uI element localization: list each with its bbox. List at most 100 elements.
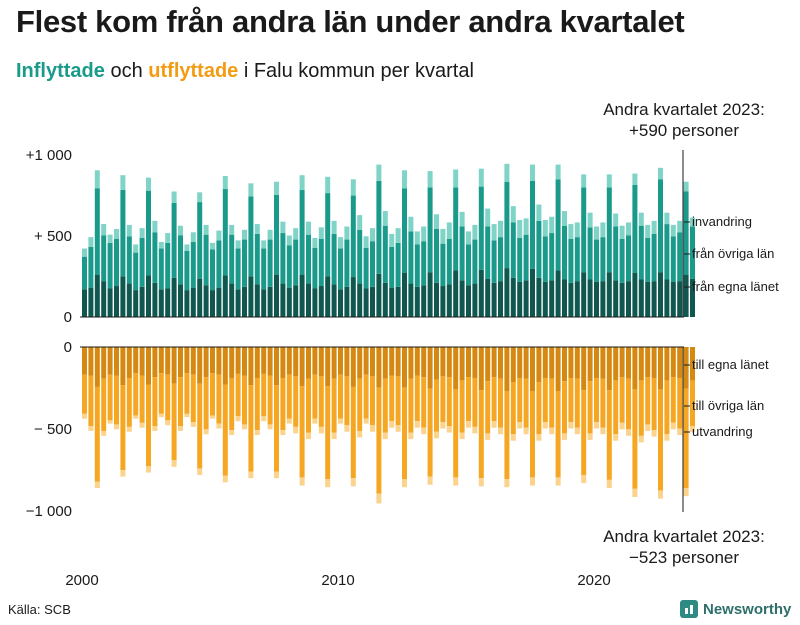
bar-in-segment [549, 233, 555, 281]
bar-in-segment [88, 287, 94, 317]
bar-in-segment [344, 226, 350, 240]
bar-in-segment [542, 236, 548, 282]
bar-in-segment [139, 228, 145, 238]
bar-out-segment [504, 479, 510, 488]
subtitle-och: och [110, 60, 143, 82]
bar-in-segment [562, 279, 567, 317]
bar-in-segment [165, 233, 171, 243]
bar-in-segment [542, 281, 548, 317]
bar-in-segment [485, 226, 491, 279]
bar-in-segment [120, 175, 126, 190]
bar-in-segment [286, 245, 292, 288]
bar-in-segment [472, 239, 478, 284]
bar-out-segment [542, 421, 548, 429]
bar-out-segment [178, 347, 183, 378]
bar-in-segment [504, 163, 510, 182]
bar-out-segment [619, 422, 625, 430]
bar-out-segment [453, 347, 459, 390]
subtitle-rest: i Falu kommun per kvartal [243, 60, 474, 82]
x-tick-2000: 2000 [65, 572, 98, 589]
bar-out-segment [581, 347, 587, 391]
bar-out-segment [523, 427, 529, 435]
bar-in-segment [248, 183, 254, 197]
bar-in-segment [325, 193, 331, 277]
bar-in-segment [626, 222, 631, 236]
bar-in-segment [158, 248, 164, 290]
bar-out-segment [427, 388, 433, 477]
bar-in-segment [498, 220, 503, 238]
bar-out-segment [88, 375, 94, 427]
layer-label-utvandring: utvandring [692, 424, 753, 439]
bar-out-segment [459, 380, 465, 433]
layer-label-fran-ovriga-lan: från övriga län [692, 246, 774, 261]
bar-in-segment [267, 229, 273, 240]
bar-in-segment [478, 168, 484, 187]
bar-out-segment [203, 347, 209, 378]
bar-in-segment [184, 250, 190, 291]
bar-in-segment [107, 234, 113, 243]
bar-out-segment [664, 380, 670, 435]
brand-name: Newsworthy [703, 600, 792, 618]
bar-in-segment [414, 244, 420, 287]
bar-in-segment [363, 288, 369, 318]
bar-out-segment [94, 347, 100, 387]
bar-in-segment [670, 224, 676, 237]
bar-out-segment [658, 490, 663, 499]
x-tick-2010: 2010 [321, 572, 354, 589]
bar-out-segment [299, 477, 305, 486]
bar-out-segment [478, 478, 484, 487]
bar-out-segment [267, 347, 273, 376]
bar-in-segment [152, 232, 158, 283]
bar-in-segment [587, 212, 593, 228]
bar-out-segment [613, 347, 619, 381]
bar-out-segment [325, 479, 331, 488]
bar-in-segment [370, 241, 375, 287]
bar-out-segment [683, 388, 689, 488]
bar-out-segment [446, 347, 452, 378]
bar-in-segment [626, 281, 631, 317]
bar-in-segment [658, 167, 663, 180]
bar-in-segment [197, 278, 203, 317]
bar-in-segment [491, 282, 497, 317]
bar-out-segment [286, 347, 292, 375]
bar-out-segment [190, 347, 196, 375]
bar-out-segment [517, 347, 523, 378]
bar-out-segment [408, 378, 414, 433]
bar-in-segment [363, 236, 369, 248]
bar-out-segment [261, 347, 267, 374]
bar-out-segment [376, 347, 382, 388]
bar-in-segment [318, 238, 324, 287]
bar-in-segment [562, 211, 567, 226]
bar-out-segment [389, 375, 395, 422]
bar-out-segment [478, 390, 484, 479]
bar-in-segment [184, 290, 190, 317]
bar-out-segment [254, 430, 260, 436]
bar-in-segment [536, 277, 542, 317]
bar-in-segment [382, 282, 388, 317]
bar-in-segment [114, 228, 119, 239]
bar-out-segment [581, 474, 587, 484]
bar-out-segment [466, 421, 471, 428]
bar-in-segment [670, 281, 676, 317]
bar-out-segment [395, 347, 401, 377]
bar-out-segment [498, 347, 503, 379]
bar-out-segment [632, 347, 638, 390]
bar-in-segment [222, 275, 228, 318]
bar-out-segment [306, 432, 311, 440]
bar-out-segment [491, 421, 497, 428]
layer-label-till-egna-lanet: till egna länet [692, 357, 769, 372]
bar-out-segment [536, 434, 542, 441]
bar-in-segment [498, 237, 503, 282]
bar-out-segment [446, 377, 452, 427]
bar-out-segment [459, 347, 465, 381]
bar-in-segment [536, 220, 542, 278]
bar-in-segment [677, 220, 683, 233]
bar-in-segment [82, 248, 87, 257]
bar-in-segment [498, 281, 503, 317]
bar-out-segment [178, 377, 183, 427]
bar-in-segment [94, 188, 100, 275]
bar-in-segment [434, 214, 439, 229]
bar-out-segment [235, 373, 241, 417]
bar-out-segment [632, 488, 638, 497]
bar-out-segment [619, 347, 625, 378]
